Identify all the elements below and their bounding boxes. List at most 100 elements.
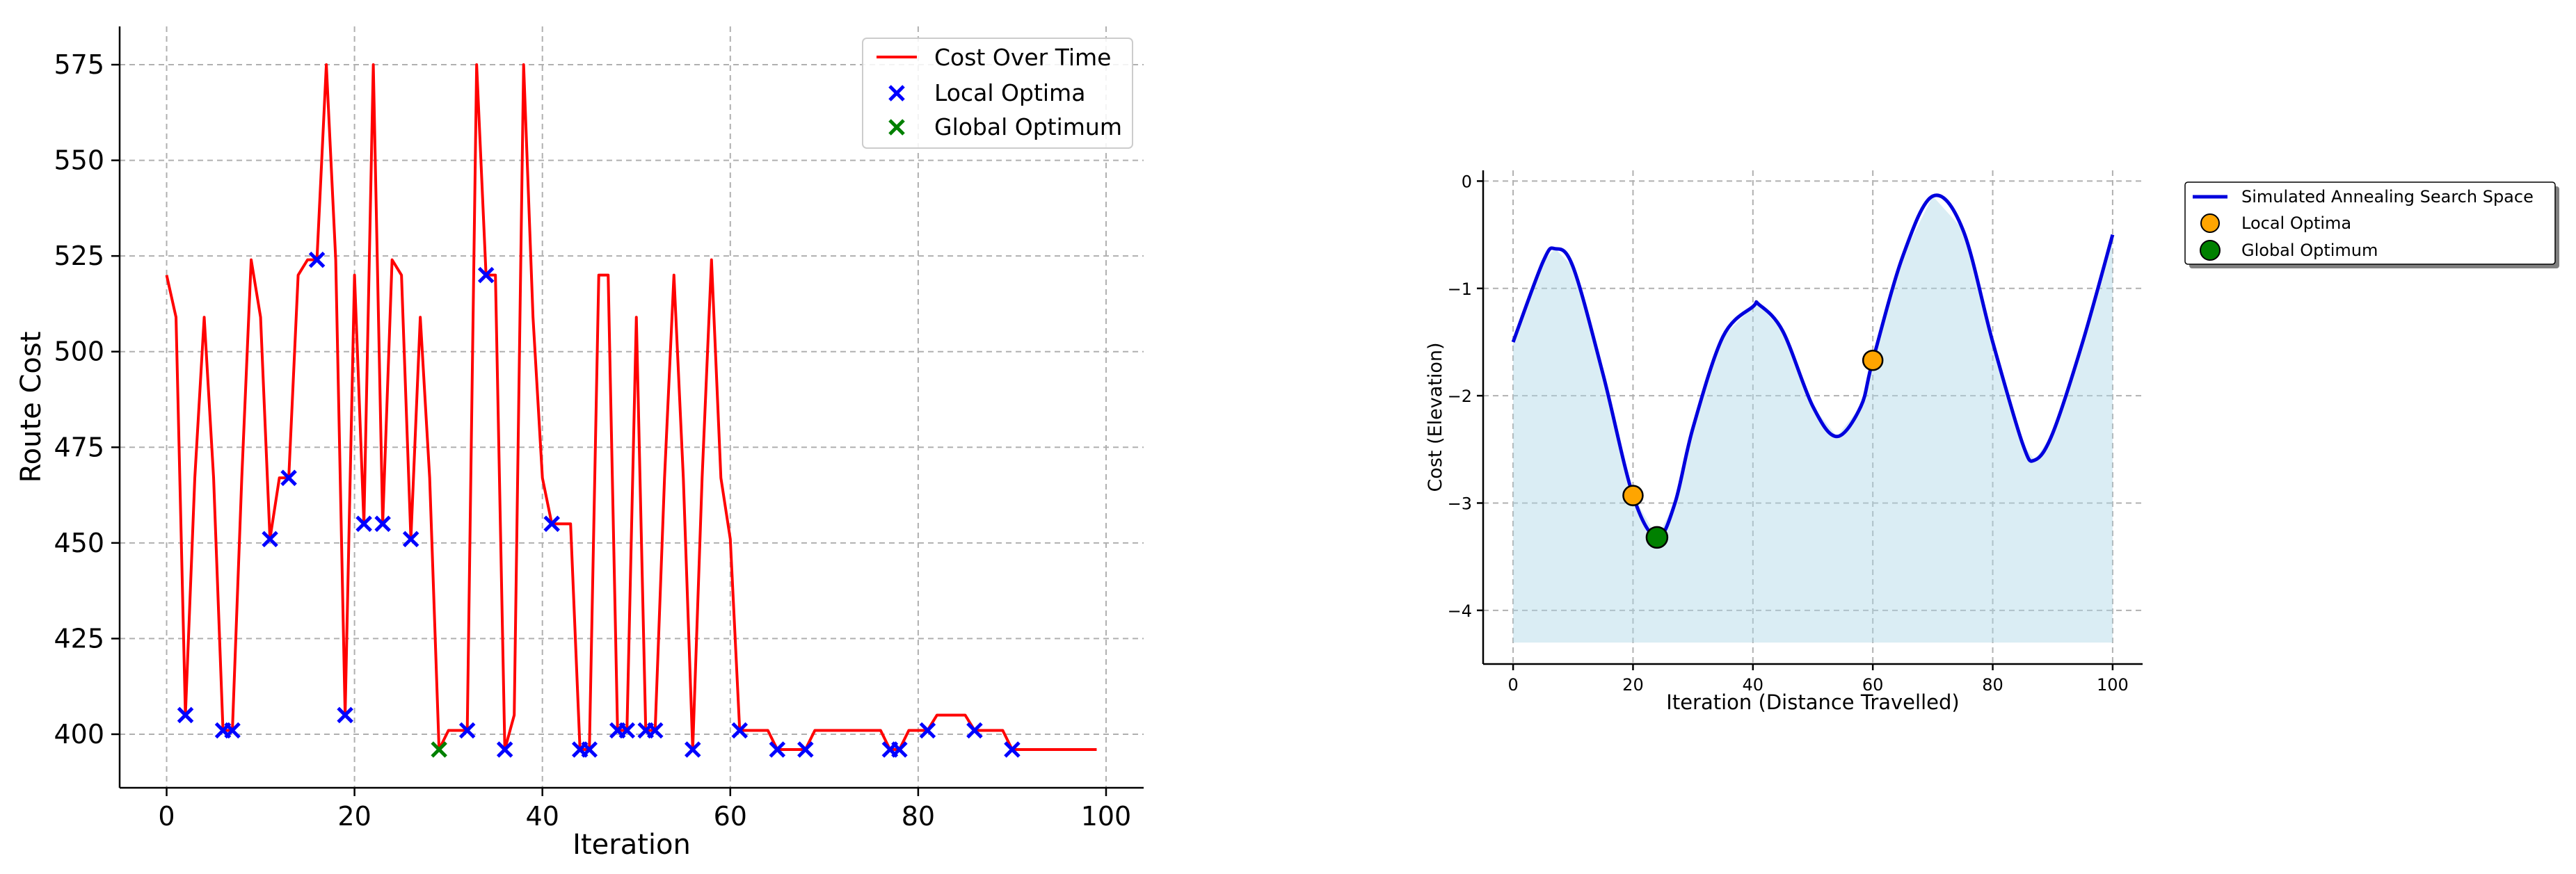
local-optimum-marker-stroke-b xyxy=(308,251,326,268)
legend-local-swatch-stroke-b xyxy=(888,85,905,102)
local-optimum-marker xyxy=(374,515,391,533)
y-tick-label: 550 xyxy=(54,145,104,176)
local-optimum-marker-stroke-b xyxy=(769,741,786,758)
local-optimum-marker-stroke-b xyxy=(224,722,241,739)
local-optimum-marker xyxy=(177,706,194,724)
local-optimum-marker-stroke-b xyxy=(581,741,598,758)
y-tick-label: 475 xyxy=(54,432,104,462)
local-optimum-marker-stroke-b xyxy=(262,531,278,548)
y-tick-label: −1 xyxy=(1448,280,1472,299)
local-optimum-marker-stroke-b xyxy=(685,741,701,758)
local-optimum-marker xyxy=(402,531,419,548)
legend-global-swatch-stroke-b xyxy=(888,119,905,136)
local-optimum-marker xyxy=(731,722,749,739)
y-tick-label: 525 xyxy=(54,241,104,271)
local-optimum-marker xyxy=(646,722,664,739)
local-optimum-marker xyxy=(769,741,786,758)
legend-label: Simulated Annealing Search Space xyxy=(2241,187,2534,207)
local-optimum-marker-stroke-b xyxy=(402,531,419,548)
y-tick-label: 575 xyxy=(54,49,104,80)
global-optimum-marker xyxy=(431,741,447,758)
x-axis-label: Iteration (Distance Travelled) xyxy=(1666,690,1959,714)
local-optimum-marker-stroke-b xyxy=(1004,741,1021,758)
local-optimum-marker xyxy=(919,722,936,739)
local-optimum-marker xyxy=(262,531,278,548)
global-optimum-point xyxy=(1645,526,1669,549)
local-optimum-marker xyxy=(458,722,476,739)
local-optimum-marker xyxy=(477,266,495,284)
local-optimum-marker xyxy=(355,515,372,533)
legend-label: Cost Over Time xyxy=(934,44,1111,71)
local-optimum-marker-stroke-b xyxy=(374,515,391,533)
x-tick-label: 100 xyxy=(1081,801,1132,832)
local-optimum-marker-stroke-b xyxy=(891,741,908,758)
x-tick-label: 80 xyxy=(902,801,935,832)
local-optimum-marker-stroke-b xyxy=(797,741,814,758)
local-optimum-marker-stroke-b xyxy=(337,706,353,724)
y-tick-label: −2 xyxy=(1448,387,1472,406)
y-tick-label: 500 xyxy=(54,337,104,367)
x-tick-label: 60 xyxy=(714,801,747,832)
local-optimum-marker-stroke-b xyxy=(355,515,372,533)
local-optimum-marker xyxy=(581,741,598,758)
local-optimum-marker-stroke-b xyxy=(731,722,749,739)
x-tick-label: 60 xyxy=(1862,675,1884,695)
local-optimum-marker-stroke-b xyxy=(618,722,636,739)
local-optimum-marker xyxy=(966,722,983,739)
x-tick-label: 20 xyxy=(337,801,371,832)
search-space-chart: 0 20 40 60 80 100 0 −1 −2 −3 −4 Iteration (Distance… xyxy=(1425,170,2559,714)
local-optimum-marker-stroke-b xyxy=(177,706,194,724)
x-tick-label: 20 xyxy=(1622,675,1644,695)
search-space-fill xyxy=(1513,196,2113,643)
local-optimum-marker xyxy=(891,741,908,758)
legend-label: Global Optimum xyxy=(934,113,1122,140)
local-optimum-marker xyxy=(1004,741,1021,758)
search-space-curve xyxy=(1511,193,2115,540)
legend-global-swatch xyxy=(2200,240,2221,261)
global-optimum-marker-stroke-b xyxy=(431,741,447,758)
local-optimum-marker xyxy=(337,706,353,724)
local-optimum-marker-stroke-b xyxy=(966,722,983,739)
local-optimum-marker-stroke-b xyxy=(280,469,297,487)
legend-local-swatch xyxy=(2200,213,2220,233)
local-optimum-marker xyxy=(224,722,241,739)
x-tick-label: 80 xyxy=(1982,675,2003,695)
x-tick-label: 0 xyxy=(1507,675,1518,695)
local-optimum-marker-stroke-b xyxy=(646,722,664,739)
local-optimum-marker xyxy=(543,515,560,533)
y-axis-label: Route Cost xyxy=(15,332,47,483)
legend-local-swatch xyxy=(888,85,905,102)
y-tick-label: 400 xyxy=(54,719,104,750)
local-optimum-marker-stroke-b xyxy=(458,722,476,739)
local-optimum-marker-stroke-b xyxy=(496,741,513,758)
x-tick-label: 40 xyxy=(1743,675,1764,695)
local-optimum-marker xyxy=(280,469,297,487)
local-optimum-marker xyxy=(308,251,326,268)
legend-label: Local Optima xyxy=(934,79,1085,106)
x-axis-label: Iteration xyxy=(573,829,691,861)
legend-box xyxy=(2184,181,2556,265)
legend-label: Local Optima xyxy=(2241,213,2351,233)
y-axis-label: Cost (Elevation) xyxy=(1425,342,1446,492)
legend-box xyxy=(862,38,1133,149)
legend: Cost Over Time Local Optima Global Optimum xyxy=(862,38,1133,149)
local-optimum-marker-stroke-b xyxy=(543,515,560,533)
y-tick-label: 425 xyxy=(54,623,104,654)
y-tick-label: 450 xyxy=(54,528,104,558)
local-optimum-marker xyxy=(618,722,636,739)
y-tick-label: −4 xyxy=(1448,601,1472,621)
local-optimum-point xyxy=(1622,485,1644,506)
local-optimum-marker-stroke-b xyxy=(919,722,936,739)
route-cost-chart: 0 20 40 60 80 100 400 425 450 475 500 525 550 575 Iter… xyxy=(15,26,1144,861)
local-optimum-marker-stroke-b xyxy=(477,266,495,284)
y-tick-label: 0 xyxy=(1462,172,1472,191)
y-tick-label: −3 xyxy=(1448,494,1472,513)
x-tick-label: 100 xyxy=(2097,675,2129,695)
legend: Simulated Annealing Search Space Local Op… xyxy=(2184,181,2559,268)
local-optimum-marker xyxy=(797,741,814,758)
local-optimum-marker xyxy=(685,741,701,758)
x-tick-label: 0 xyxy=(158,801,175,832)
legend-global-swatch xyxy=(888,119,905,136)
cost-over-time-line xyxy=(165,63,1097,751)
